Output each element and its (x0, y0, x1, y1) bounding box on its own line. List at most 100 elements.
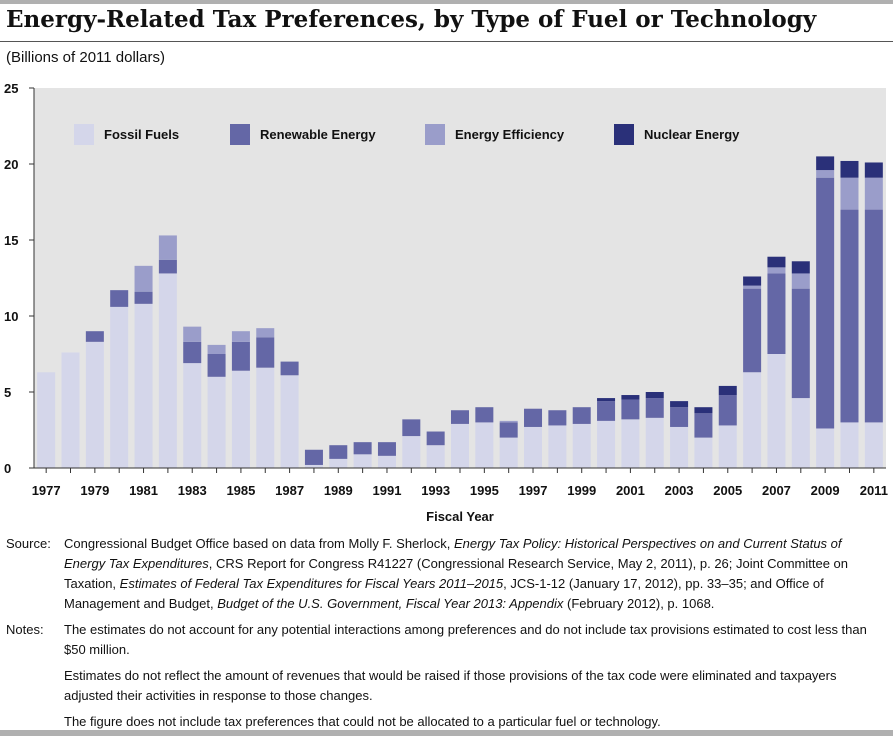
bar-2005-fossil (718, 425, 737, 468)
bar-2010-efficiency (840, 177, 859, 210)
x-tick-label: 1983 (178, 483, 207, 498)
source-label: Source: (6, 536, 51, 551)
x-tick-label: 2003 (665, 483, 694, 498)
bar-2009-efficiency (816, 170, 835, 178)
chart-subtitle: (Billions of 2011 dollars) (6, 49, 165, 66)
bar-1982-renewable (158, 259, 177, 274)
bar-2010-fossil (840, 422, 859, 468)
bar-1985-fossil (231, 370, 250, 468)
top-border (0, 0, 893, 4)
bar-2001-renewable (621, 399, 640, 420)
legend-label-nuclear: Nuclear Energy (644, 127, 740, 142)
bar-1986-renewable (256, 337, 275, 368)
bar-layer (37, 156, 883, 468)
bar-1984-fossil (207, 376, 226, 468)
bar-2002-renewable (645, 398, 664, 418)
bar-2005-nuclear (718, 385, 737, 396)
bar-1999-renewable (572, 407, 591, 424)
bar-2002-fossil (645, 417, 664, 468)
bar-1999-fossil (572, 423, 591, 468)
note-3: The figure does not include tax preferen… (64, 714, 661, 729)
chart-title: Energy-Related Tax Preferences, by Type … (6, 6, 817, 33)
bar-2004-fossil (694, 437, 713, 468)
x-tick-label: 2011 (860, 483, 888, 498)
bar-2006-fossil (743, 372, 762, 468)
bar-1989-fossil (329, 458, 348, 468)
bar-1977-fossil (37, 372, 56, 468)
y-tick-label: 0 (4, 461, 11, 476)
bar-1980-fossil (110, 306, 129, 468)
bar-2011-nuclear (864, 162, 883, 178)
bar-2007-renewable (767, 273, 786, 354)
source-row: Source: Congressional Budget Office base… (6, 534, 886, 614)
bar-1990-renewable (353, 442, 372, 455)
bar-1992-renewable (402, 419, 421, 437)
bar-1983-fossil (183, 363, 202, 468)
bar-2011-efficiency (864, 177, 883, 210)
y-tick-label: 25 (4, 81, 18, 96)
bar-2000-renewable (597, 401, 616, 421)
x-tick-label: 2005 (713, 483, 742, 498)
bar-2000-fossil (597, 420, 616, 468)
x-tick-label: 1979 (80, 483, 109, 498)
x-axis: 1977 1979 1981 1983 1985 1987 1989 1991 1993 1995… (32, 467, 888, 498)
bar-2002-nuclear (645, 392, 664, 399)
notes-section: Source: Congressional Budget Office base… (6, 534, 886, 732)
bar-1982-efficiency (158, 235, 177, 260)
bar-1984-renewable (207, 354, 226, 377)
bar-1989-renewable (329, 445, 348, 459)
bar-1987-renewable (280, 361, 299, 376)
bar-1982-fossil (158, 273, 177, 468)
note-2: Estimates do not reflect the amount of r… (64, 668, 837, 703)
bar-1991-renewable (377, 442, 396, 456)
bar-2007-fossil (767, 354, 786, 468)
bar-1985-efficiency (231, 331, 250, 342)
bar-1985-renewable (231, 341, 250, 371)
notes-row-2: Estimates do not reflect the amount of r… (6, 666, 886, 706)
bar-2004-renewable (694, 413, 713, 438)
x-tick-label: 2001 (616, 483, 645, 498)
x-tick-label: 1989 (324, 483, 353, 498)
bar-2001-nuclear (621, 395, 640, 400)
bar-2003-fossil (670, 426, 689, 468)
note-1: The estimates do not account for any pot… (64, 622, 867, 657)
bar-1994-renewable (450, 410, 469, 424)
bar-2008-fossil (791, 398, 810, 468)
bar-1988-renewable (304, 449, 323, 465)
bar-1981-renewable (134, 291, 153, 304)
x-tick-label: 1987 (275, 483, 304, 498)
bar-2006-renewable (743, 288, 762, 373)
bar-1995-renewable (475, 407, 494, 423)
bar-2011-renewable (864, 209, 883, 423)
bar-1997-renewable (524, 408, 543, 427)
x-tick-label: 1981 (129, 483, 158, 498)
bar-2010-renewable (840, 209, 859, 423)
y-axis: 0 5 10 15 20 25 (4, 81, 35, 476)
legend-swatch-nuclear (614, 124, 634, 145)
title-divider (0, 41, 893, 42)
x-tick-label: 1977 (32, 483, 61, 498)
notes-row: Notes: The estimates do not account for … (6, 620, 886, 660)
x-tick-label: 1995 (470, 483, 499, 498)
bar-1991-fossil (377, 455, 396, 468)
bar-2009-nuclear (816, 156, 835, 171)
bar-2006-efficiency (743, 285, 762, 289)
bar-1996-fossil (499, 437, 518, 468)
legend-label-fossil: Fossil Fuels (104, 127, 179, 142)
bar-1998-fossil (548, 425, 567, 468)
bar-1994-fossil (450, 423, 469, 468)
bar-1983-renewable (183, 341, 202, 364)
legend: Fossil Fuels Renewable Energy Energy Effic… (74, 124, 740, 145)
bar-2008-renewable (791, 288, 810, 399)
bar-1978-fossil (61, 352, 80, 468)
notes-row-3: The figure does not include tax preferen… (6, 712, 886, 732)
bar-1981-fossil (134, 303, 153, 468)
bar-1997-fossil (524, 426, 543, 468)
x-tick-label: 1997 (519, 483, 548, 498)
x-tick-label: 1985 (226, 483, 255, 498)
x-axis-title: Fiscal Year (426, 509, 494, 524)
bar-1993-renewable (426, 431, 445, 446)
bar-2011-fossil (864, 422, 883, 468)
y-tick-label: 15 (4, 233, 18, 248)
bar-2005-renewable (718, 395, 737, 426)
